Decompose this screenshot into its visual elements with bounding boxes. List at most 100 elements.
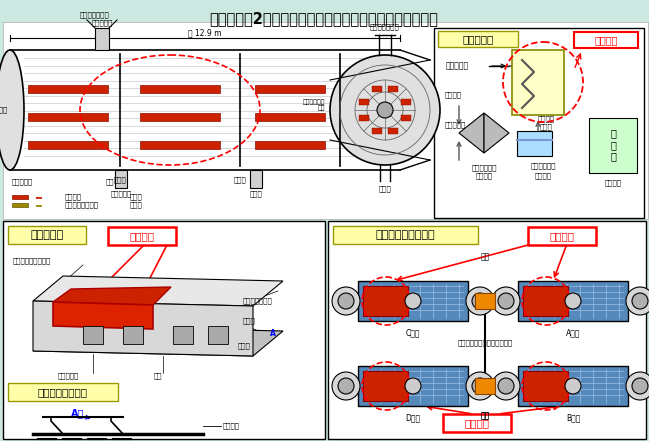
Bar <box>328 221 646 439</box>
Text: 加熱蒸気: 加熱蒸気 <box>65 194 82 200</box>
Bar <box>255 141 325 149</box>
Polygon shape <box>484 113 509 153</box>
Bar <box>373 86 382 92</box>
Bar <box>518 281 628 321</box>
Bar <box>400 115 411 120</box>
Circle shape <box>632 293 648 309</box>
Text: 主蒸気（高圧タービンより）: 主蒸気（高圧タービンより） <box>458 340 513 346</box>
Bar <box>108 227 176 245</box>
Text: 出口ノズル: 出口ノズル <box>92 20 113 26</box>
Text: 内部構造図: 内部構造図 <box>31 230 64 240</box>
Circle shape <box>626 287 649 315</box>
Text: 仕切板: 仕切板 <box>114 177 127 183</box>
Circle shape <box>466 372 494 400</box>
Circle shape <box>405 293 421 309</box>
Polygon shape <box>53 287 171 305</box>
Bar <box>140 85 220 93</box>
Text: D号機: D号機 <box>406 414 421 422</box>
Bar <box>475 378 495 394</box>
Text: 蒸気発生器: 蒸気発生器 <box>446 61 469 71</box>
Bar <box>528 227 596 245</box>
Text: ドレンタンク: ドレンタンク <box>530 163 556 169</box>
Bar <box>3 22 648 219</box>
Bar <box>373 128 382 134</box>
Bar <box>518 366 628 406</box>
Text: C号機: C号機 <box>406 329 421 337</box>
Text: 仕切板: 仕切板 <box>130 194 143 200</box>
Bar <box>475 293 495 309</box>
Text: 蒸気噴出口: 蒸気噴出口 <box>57 373 79 379</box>
Text: 天板: 天板 <box>106 179 114 185</box>
Bar <box>83 326 103 344</box>
Circle shape <box>338 378 354 394</box>
Text: 取替箇所: 取替箇所 <box>130 231 154 241</box>
Text: 蒸気噴出口: 蒸気噴出口 <box>110 191 132 197</box>
Text: 伊方発電所2号機　湿分分離加熱器点検・修繕工事の概要: 伊方発電所2号機 湿分分離加熱器点検・修繕工事の概要 <box>210 11 439 26</box>
Polygon shape <box>33 301 253 356</box>
Bar <box>387 86 398 92</box>
Bar <box>523 286 568 316</box>
Bar <box>255 85 325 93</box>
Bar <box>28 85 108 93</box>
Bar <box>333 226 478 244</box>
Text: 当該箇所: 当該箇所 <box>594 35 618 45</box>
Text: 内側側板: 内側側板 <box>223 422 240 429</box>
Bar <box>358 366 468 406</box>
Bar <box>173 326 193 344</box>
Circle shape <box>626 372 649 400</box>
Text: 山側: 山側 <box>480 253 489 262</box>
Bar <box>443 414 511 432</box>
Circle shape <box>492 287 520 315</box>
Text: B号機: B号機 <box>566 414 580 422</box>
Text: A: A <box>270 329 276 337</box>
Text: 給水系統: 給水系統 <box>535 173 552 179</box>
Bar <box>523 371 568 401</box>
Polygon shape <box>459 113 484 153</box>
Text: ドレン: ドレン <box>250 191 262 197</box>
Circle shape <box>498 293 514 309</box>
Circle shape <box>492 372 520 400</box>
Text: 高圧タービン
より: 高圧タービン より <box>302 99 325 111</box>
Bar <box>512 50 564 115</box>
Bar <box>8 383 118 401</box>
Text: ドレン: ドレン <box>378 186 391 192</box>
Text: 給水系統: 給水系統 <box>476 173 493 179</box>
Text: 加熱主蒸気: 加熱主蒸気 <box>0 107 8 113</box>
Polygon shape <box>53 302 153 329</box>
Text: 仕切板: 仕切板 <box>234 177 247 183</box>
Circle shape <box>565 378 581 394</box>
Text: A視: A視 <box>71 408 84 418</box>
Bar <box>400 100 411 105</box>
Text: 仕切板: 仕切板 <box>130 202 143 208</box>
Circle shape <box>332 287 360 315</box>
Text: 天板: 天板 <box>154 373 162 379</box>
Text: マンホールフランジ: マンホールフランジ <box>13 258 51 264</box>
Bar <box>360 115 369 120</box>
Circle shape <box>405 378 421 394</box>
Circle shape <box>472 378 488 394</box>
Text: 蒸気噴出口拡大図: 蒸気噴出口拡大図 <box>38 387 88 397</box>
Text: 蒸気噴出口: 蒸気噴出口 <box>445 122 466 128</box>
Text: 高圧タービン排気: 高圧タービン排気 <box>65 202 99 208</box>
Circle shape <box>632 378 648 394</box>
Text: 復水系統: 復水系統 <box>604 179 622 186</box>
Text: 低圧タービンへ: 低圧タービンへ <box>80 12 110 19</box>
Bar <box>250 170 262 188</box>
Text: 取替箇所: 取替箇所 <box>465 418 489 428</box>
Text: 復
水
器: 復 水 器 <box>610 128 616 161</box>
Bar <box>140 113 220 121</box>
Text: A号機: A号機 <box>566 329 580 337</box>
Bar <box>434 28 644 218</box>
Bar <box>12 195 28 199</box>
Circle shape <box>565 293 581 309</box>
Bar <box>387 128 398 134</box>
Text: 高圧タービン: 高圧タービン <box>471 164 496 171</box>
Bar <box>28 113 108 121</box>
Text: 仕切板: 仕切板 <box>243 318 256 324</box>
Bar <box>363 371 408 401</box>
Bar <box>589 118 637 173</box>
Bar <box>255 113 325 121</box>
Bar <box>574 32 638 48</box>
Text: サイドプレート: サイドプレート <box>243 298 273 304</box>
Bar <box>8 226 86 244</box>
